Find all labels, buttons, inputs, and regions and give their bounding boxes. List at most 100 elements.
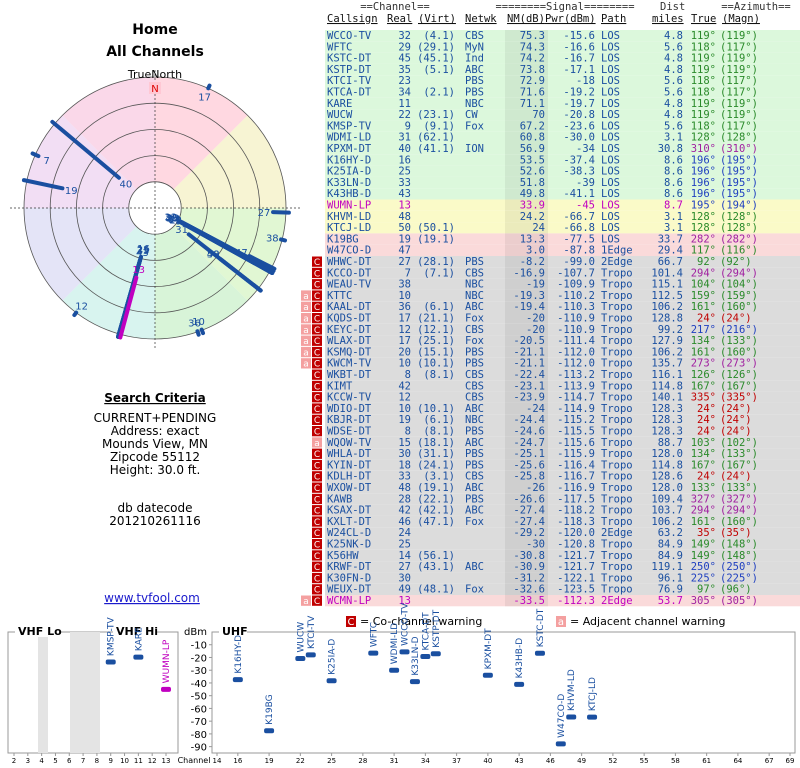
- cell-az: 217°: [691, 324, 716, 336]
- row-background: [325, 131, 800, 143]
- cell-callsign: WEUX-DT: [327, 584, 372, 596]
- cell-az: 149°: [691, 550, 716, 562]
- cell-callsign: WDSE-DT: [327, 426, 372, 438]
- cell-pwr: -115.2: [557, 414, 595, 426]
- cell-path: Tropo: [601, 505, 633, 517]
- nm-column-shade: [505, 233, 548, 245]
- x-tick-label: 25: [327, 757, 336, 765]
- cell-magn: (119°): [720, 53, 758, 65]
- warning-letter: C: [314, 360, 320, 370]
- cell-callsign: KCCW-TV: [327, 392, 372, 404]
- station-bearing: [30, 151, 41, 159]
- cell-path: Tropo: [601, 279, 633, 291]
- cell-pwr: -120.0: [557, 527, 595, 539]
- cell-path: LOS: [601, 211, 620, 223]
- cell-dist: 4.8: [664, 53, 683, 65]
- cell-path: LOS: [601, 87, 620, 99]
- cell-az: 24°: [697, 313, 716, 325]
- cell-dist: 66.7: [658, 256, 683, 268]
- warning-box: [312, 346, 322, 358]
- cell-callsign: K30FN-D: [327, 572, 371, 584]
- cell-netwk: NBC: [465, 98, 484, 110]
- co-warning-text: = Co-channel warning: [360, 615, 482, 628]
- cell-netwk: CBS: [465, 369, 484, 381]
- cell-pwr: -41.1: [563, 188, 595, 200]
- signal-label: W47CO-D: [557, 694, 567, 738]
- row-background: [325, 323, 800, 336]
- row-background: [325, 335, 800, 347]
- row-background: [325, 493, 800, 505]
- cell-pwr: -20.8: [563, 109, 595, 121]
- cell-dist: 106.2: [651, 516, 683, 528]
- cell-az: 335°: [691, 392, 716, 404]
- band-label-bg: [219, 625, 247, 637]
- cell-virt: (5.1): [423, 64, 455, 76]
- cell-pwr: -110.9: [557, 313, 595, 325]
- warning-box: [312, 572, 322, 584]
- cell-dist: 8.6: [664, 188, 683, 200]
- warning-letter: C: [314, 518, 320, 528]
- site-link[interactable]: www.tvfool.com: [104, 591, 200, 605]
- cell-callsign: K19BG: [327, 233, 359, 245]
- warning-letter: a: [303, 315, 309, 325]
- cell-real: 36: [398, 301, 411, 313]
- row-background: [325, 244, 800, 256]
- cell-path: Tropo: [601, 346, 633, 358]
- nm-column-shade: [505, 402, 548, 415]
- cell-pwr: -30.0: [563, 132, 595, 144]
- cell-pwr: -122.1: [557, 572, 595, 584]
- cell-nm: -24: [526, 403, 545, 415]
- cell-virt: (9.1): [423, 120, 455, 132]
- cell-pwr: -112.0: [557, 358, 595, 370]
- cell-az: 327°: [691, 493, 716, 505]
- cell-path: Tropo: [601, 437, 633, 449]
- cell-az: 196°: [691, 154, 716, 166]
- warning-box: [312, 335, 322, 346]
- cell-nm: -32.6: [513, 584, 545, 596]
- cell-real: 34: [398, 87, 411, 99]
- row-background: [325, 572, 800, 584]
- row-background: [325, 30, 800, 42]
- cell-real: 13: [398, 200, 411, 212]
- warning-box: [312, 595, 322, 606]
- cell-real: 42: [398, 380, 411, 392]
- cell-dist: 128.3: [651, 403, 683, 415]
- cell-virt: (22.1): [417, 493, 455, 505]
- cell-dist: 96.1: [658, 572, 683, 584]
- station-channel: 45: [165, 213, 178, 224]
- cell-netwk: PBS: [465, 358, 484, 370]
- cell-az: 118°: [691, 120, 716, 132]
- cell-path: Tropo: [601, 324, 633, 336]
- cell-path: Tropo: [601, 493, 633, 505]
- cell-real: 47: [398, 245, 411, 257]
- cell-real: 17: [398, 313, 411, 325]
- compass-sector: [155, 208, 286, 301]
- cell-dist: 106.2: [651, 346, 683, 358]
- signal-mark: [305, 652, 316, 658]
- nm-column-shade: [505, 109, 548, 121]
- cell-real: 8: [405, 426, 411, 438]
- cell-virt: (50.1): [417, 222, 455, 234]
- nm-column-shade: [505, 380, 548, 392]
- cell-netwk: Fox: [465, 120, 484, 132]
- cell-dist: 128.3: [651, 414, 683, 426]
- signal-mark: [295, 655, 306, 661]
- cell-magn: (116°): [720, 245, 758, 257]
- warning-letter: C: [314, 405, 320, 415]
- nm-column-shade: [505, 448, 548, 460]
- cell-virt: (12.1): [417, 324, 455, 336]
- warning-letter: C: [314, 574, 320, 584]
- cell-pwr: -18: [576, 75, 595, 87]
- cell-magn: (119°): [720, 98, 758, 110]
- cell-pwr: -87.8: [563, 245, 595, 257]
- signal-label: KTCI-TV: [307, 615, 317, 649]
- cell-dist: 101.4: [651, 267, 683, 279]
- cell-callsign: WEAU-TV: [327, 279, 372, 291]
- row-background: [325, 222, 800, 234]
- cell-az: 250°: [691, 561, 716, 573]
- cell-callsign: KTTC: [327, 290, 352, 302]
- band-label: UHF: [222, 625, 248, 638]
- cell-real: 7: [405, 267, 411, 279]
- cell-virt: (15.1): [417, 346, 455, 358]
- cell-path: Tropo: [601, 403, 633, 415]
